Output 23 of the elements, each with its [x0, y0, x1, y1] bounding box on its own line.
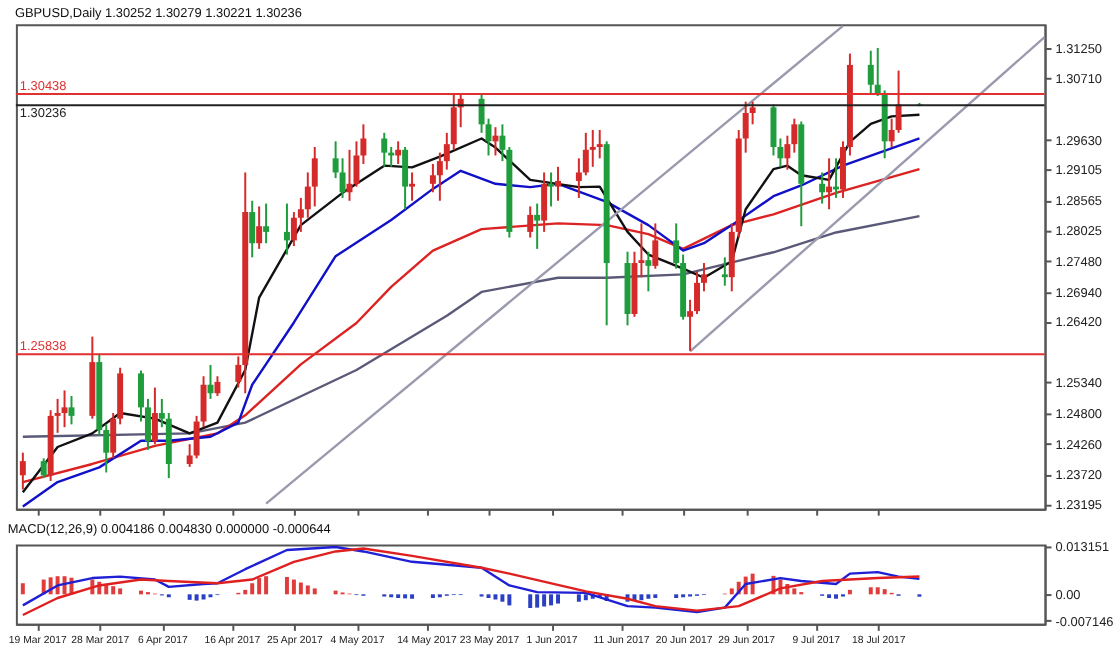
candlestick: [548, 171, 555, 208]
candlestick: [721, 256, 728, 287]
candlestick: [256, 205, 263, 250]
candlestick: [402, 145, 409, 211]
candlestick: [263, 202, 270, 245]
candlestick: [283, 202, 290, 256]
candlestick: [555, 165, 561, 202]
candlestick: [652, 222, 659, 270]
candlestick: [151, 386, 158, 446]
candlestick: [645, 250, 652, 293]
candlestick: [819, 171, 826, 205]
candlestick: [214, 375, 221, 398]
candlestick: [249, 199, 256, 259]
candlestick: [409, 171, 416, 202]
candlestick: [381, 131, 388, 168]
candlestick: [40, 457, 47, 480]
candlestick: [534, 202, 541, 250]
candlestick: [867, 49, 874, 95]
candlestick: [527, 205, 534, 239]
candlestick: [596, 129, 603, 160]
line-series: [21, 214, 921, 438]
candlestick: [61, 389, 68, 429]
candlestick: [589, 129, 596, 168]
